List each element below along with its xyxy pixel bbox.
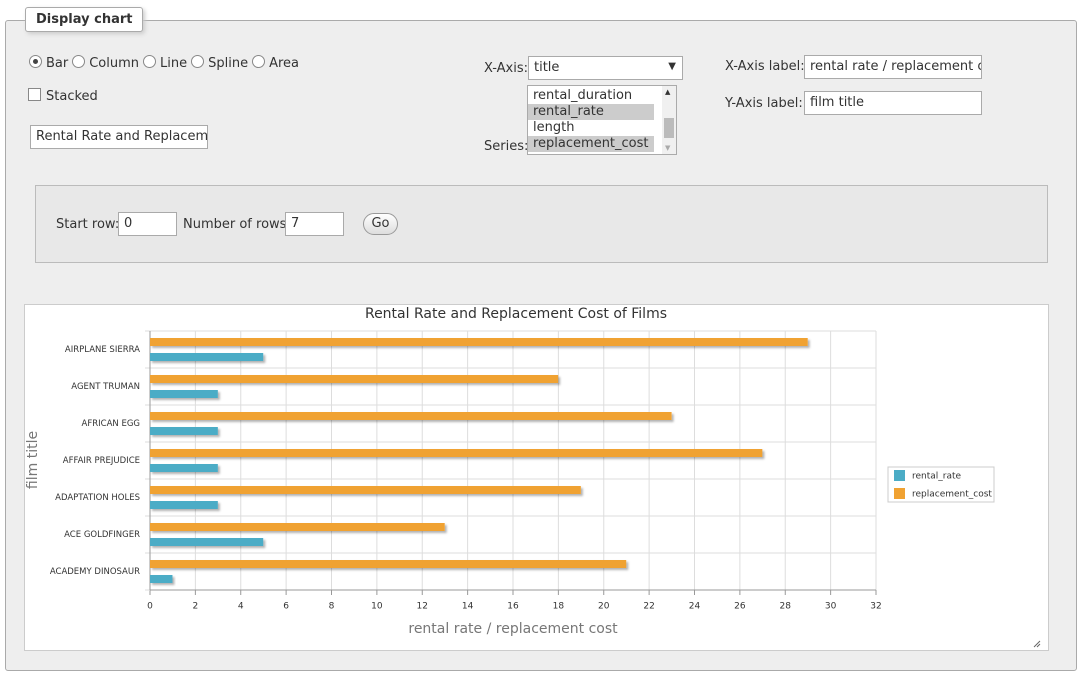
scroll-thumb[interactable] xyxy=(664,118,674,138)
x-axis-label-caption: X-Axis label: xyxy=(725,59,805,74)
bar xyxy=(150,412,672,420)
y-tick-label: AGENT TRUMAN xyxy=(71,382,140,392)
scroll-up[interactable]: ▲ xyxy=(665,88,670,96)
panel-legend: Display chart xyxy=(25,7,143,32)
scrollbar[interactable]: ▲▼ xyxy=(662,86,676,154)
title-input[interactable]: Rental Rate and Replacemer xyxy=(30,125,208,149)
series-option[interactable]: replacement_cost xyxy=(528,136,654,152)
bar xyxy=(150,353,263,361)
legend-swatch xyxy=(894,488,905,499)
series-option[interactable]: rental_rate xyxy=(528,104,654,120)
y-axis-label-input[interactable]: film title xyxy=(804,91,982,115)
radio[interactable] xyxy=(72,55,85,68)
bar xyxy=(150,523,445,531)
radio-label: Line xyxy=(160,56,187,71)
x-tick-label: 24 xyxy=(689,602,701,612)
series-label: Series: xyxy=(484,139,528,154)
radio-option[interactable]: Line xyxy=(143,56,187,71)
bar xyxy=(150,575,172,583)
radio-label: Column xyxy=(89,56,139,71)
y-axis-label-caption: Y-Axis label: xyxy=(725,96,803,111)
x-axis-select[interactable]: title ▼ xyxy=(528,56,683,80)
bar xyxy=(150,390,218,398)
number-rows-input[interactable]: 7 xyxy=(285,212,344,236)
y-tick-label: AFFAIR PREJUDICE xyxy=(63,456,140,466)
x-tick-label: 6 xyxy=(283,602,289,612)
go-button[interactable]: Go xyxy=(363,213,398,235)
x-tick-label: 16 xyxy=(507,602,519,612)
radio-label: Bar xyxy=(46,56,68,71)
number-rows-label: Number of rows: xyxy=(183,217,291,232)
chart-title: Rental Rate and Replacement Cost of Film… xyxy=(365,306,667,322)
bar xyxy=(150,449,762,457)
checkbox-label: Stacked xyxy=(46,89,98,104)
y-tick-label: AFRICAN EGG xyxy=(82,419,140,429)
radio[interactable] xyxy=(191,55,204,68)
radio-option[interactable]: Area xyxy=(252,56,299,71)
x-tick-label: 12 xyxy=(417,602,428,612)
checkbox[interactable] xyxy=(28,88,41,101)
dropdown-arrow: ▼ xyxy=(668,61,676,72)
x-tick-label: 0 xyxy=(147,602,153,612)
y-tick-label: AIRPLANE SIERRA xyxy=(65,345,140,355)
x-tick-label: 30 xyxy=(825,602,837,612)
x-tick-label: 4 xyxy=(238,602,244,612)
legend-label: replacement_cost xyxy=(912,490,992,500)
x-tick-label: 10 xyxy=(371,602,383,612)
x-tick-label: 20 xyxy=(598,602,610,612)
select-value: title xyxy=(534,60,559,75)
x-tick-label: 8 xyxy=(329,602,335,612)
radio[interactable] xyxy=(252,55,265,68)
radio-label: Spline xyxy=(208,56,248,71)
bar xyxy=(150,538,263,546)
y-tick-label: ACE GOLDFINGER xyxy=(64,530,140,540)
series-option[interactable]: rental_duration xyxy=(528,88,654,104)
radio-label: Area xyxy=(269,56,299,71)
chart-type-group: Bar Column Line Spline Area xyxy=(29,55,303,71)
x-tick-label: 28 xyxy=(780,602,792,612)
bar xyxy=(150,560,626,568)
x-tick-label: 32 xyxy=(870,602,881,612)
bar xyxy=(150,338,808,346)
radio-option[interactable]: Spline xyxy=(191,56,248,71)
radio[interactable] xyxy=(143,55,156,68)
start-row-input[interactable]: 0 xyxy=(118,212,177,236)
x-axis-title: rental rate / replacement cost xyxy=(408,621,618,637)
bar xyxy=(150,375,558,383)
start-row-label: Start row: xyxy=(56,217,119,232)
chart: Rental Rate and Replacement Cost of Film… xyxy=(24,304,1049,652)
scroll-down[interactable]: ▼ xyxy=(665,144,670,152)
series-option[interactable]: length xyxy=(528,120,654,136)
legend-label: rental_rate xyxy=(912,472,962,482)
x-axis-label: X-Axis: xyxy=(484,61,528,76)
radio[interactable] xyxy=(29,55,42,68)
legend-swatch xyxy=(894,470,905,481)
stacked-option[interactable]: Stacked xyxy=(28,88,98,104)
bar xyxy=(150,501,218,509)
x-tick-label: 22 xyxy=(643,602,654,612)
series-list[interactable]: ▲▼ rental_durationrental_ratelengthrepla… xyxy=(527,85,677,155)
x-tick-label: 2 xyxy=(193,602,199,612)
x-tick-label: 18 xyxy=(553,602,565,612)
radio-option[interactable]: Bar xyxy=(29,56,68,71)
radio-option[interactable]: Column xyxy=(72,56,139,71)
bar xyxy=(150,464,218,472)
x-tick-label: 26 xyxy=(734,602,746,612)
y-tick-label: ACADEMY DINOSAUR xyxy=(50,567,140,577)
x-tick-label: 14 xyxy=(462,602,474,612)
bar xyxy=(150,427,218,435)
y-axis-title: film title xyxy=(25,431,41,489)
bar xyxy=(150,486,581,494)
y-tick-label: ADAPTATION HOLES xyxy=(55,493,140,503)
x-axis-label-input[interactable]: rental rate / replacement cost xyxy=(804,55,982,79)
